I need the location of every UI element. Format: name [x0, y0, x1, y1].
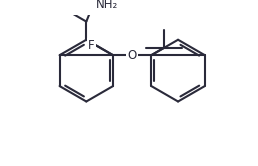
Text: O: O — [127, 49, 137, 62]
Text: F: F — [88, 39, 94, 52]
Text: NH₂: NH₂ — [96, 0, 118, 11]
